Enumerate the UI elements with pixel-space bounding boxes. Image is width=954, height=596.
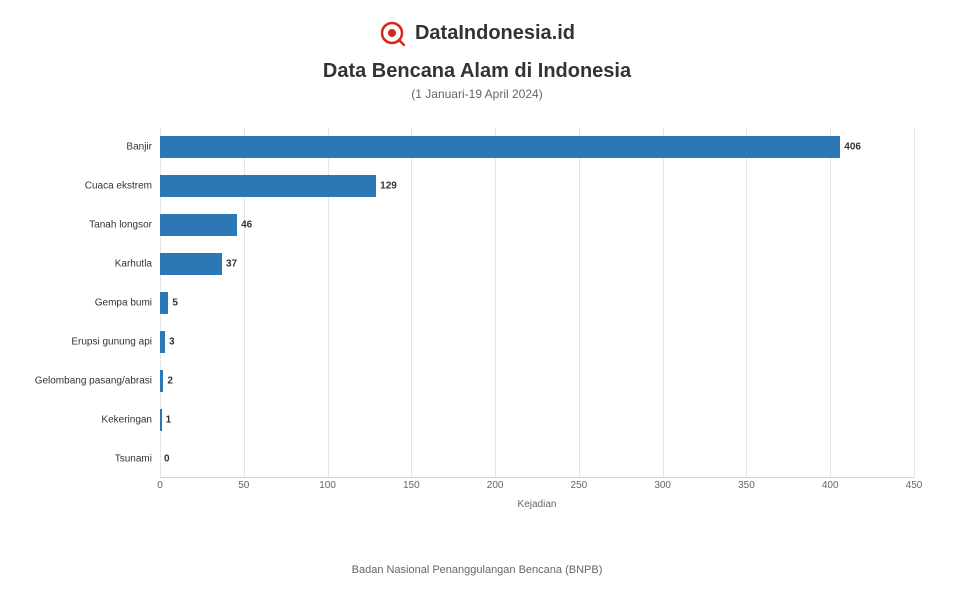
category-label: Tsunami xyxy=(115,453,152,464)
bar-row: Karhutla37 xyxy=(160,245,914,284)
bar-value-label: 2 xyxy=(167,375,173,386)
x-tick-label: 300 xyxy=(654,480,671,491)
category-label: Cuaca ekstrem xyxy=(85,181,152,192)
x-axis-line xyxy=(160,477,914,478)
category-label: Gempa bumi xyxy=(95,297,152,308)
bar-value-label: 5 xyxy=(172,297,178,308)
bar: 3 xyxy=(160,331,165,353)
category-label: Tanah longsor xyxy=(89,220,152,231)
x-tick-label: 150 xyxy=(403,480,420,491)
category-label: Kekeringan xyxy=(101,414,152,425)
chart-source: Badan Nasional Penanggulangan Bencana (B… xyxy=(0,564,954,576)
bar-value-label: 1 xyxy=(166,414,172,425)
bar-value-label: 129 xyxy=(380,181,397,192)
category-label: Karhutla xyxy=(115,259,152,270)
x-tick-label: 400 xyxy=(822,480,839,491)
category-label: Gelombang pasang/abrasi xyxy=(35,375,152,386)
chart-title: Data Bencana Alam di Indonesia xyxy=(0,60,954,83)
chart-subtitle: (1 Januari-19 April 2024) xyxy=(0,87,954,101)
bar-row: Tanah longsor46 xyxy=(160,206,914,245)
x-axis-label: Kejadian xyxy=(160,499,914,510)
x-tick-label: 50 xyxy=(238,480,249,491)
category-label: Erupsi gunung api xyxy=(71,336,152,347)
bar-value-label: 46 xyxy=(241,220,252,231)
bar-row: Tsunami0 xyxy=(160,439,914,478)
brand-name: DataIndonesia.id xyxy=(415,22,575,45)
bar-row: Cuaca ekstrem129 xyxy=(160,167,914,206)
x-tick-label: 350 xyxy=(738,480,755,491)
bar: 406 xyxy=(160,136,840,158)
brand-logo-icon xyxy=(379,20,405,46)
x-tick-label: 250 xyxy=(571,480,588,491)
bar: 46 xyxy=(160,214,237,236)
bar-value-label: 406 xyxy=(844,142,861,153)
bar: 37 xyxy=(160,253,222,275)
bar: 2 xyxy=(160,370,163,392)
bar: 5 xyxy=(160,292,168,314)
x-tick-label: 450 xyxy=(906,480,923,491)
chart-plot-area: Banjir406Cuaca ekstrem129Tanah longsor46… xyxy=(160,128,914,506)
bar-row: Banjir406 xyxy=(160,128,914,167)
bar-value-label: 0 xyxy=(164,453,170,464)
brand-header: DataIndonesia.id xyxy=(0,0,954,46)
bar-row: Gelombang pasang/abrasi2 xyxy=(160,361,914,400)
x-tick-label: 100 xyxy=(319,480,336,491)
x-tick-label: 0 xyxy=(157,480,163,491)
bar-row: Erupsi gunung api3 xyxy=(160,322,914,361)
bar-row: Kekeringan1 xyxy=(160,400,914,439)
category-label: Banjir xyxy=(126,142,152,153)
x-tick-label: 200 xyxy=(487,480,504,491)
bar-value-label: 3 xyxy=(169,336,175,347)
bar-row: Gempa bumi5 xyxy=(160,284,914,323)
bar: 129 xyxy=(160,175,376,197)
bar: 1 xyxy=(160,409,162,431)
gridline xyxy=(914,128,915,478)
x-axis-ticks: 050100150200250300350400450 xyxy=(160,480,914,492)
bar-value-label: 37 xyxy=(226,259,237,270)
